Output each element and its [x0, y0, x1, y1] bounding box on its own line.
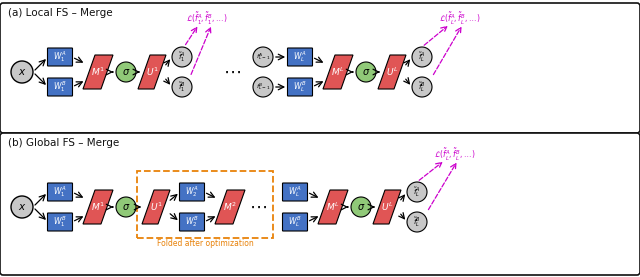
FancyBboxPatch shape — [47, 183, 72, 201]
FancyBboxPatch shape — [47, 48, 72, 66]
Text: $\tilde{f}_1^B$: $\tilde{f}_1^B$ — [178, 80, 186, 94]
Polygon shape — [373, 190, 401, 224]
Circle shape — [412, 77, 432, 97]
Text: $f_{L-1}^A$: $f_{L-1}^A$ — [256, 52, 270, 62]
Circle shape — [412, 47, 432, 67]
Text: $U^1$: $U^1$ — [146, 66, 158, 78]
Text: $\sigma$: $\sigma$ — [362, 67, 370, 77]
Polygon shape — [215, 190, 245, 224]
FancyBboxPatch shape — [0, 133, 640, 275]
Polygon shape — [323, 55, 353, 89]
Circle shape — [11, 196, 33, 218]
Text: $\tilde{f}_L^B$: $\tilde{f}_L^B$ — [413, 215, 420, 229]
Text: $U^L$: $U^L$ — [381, 201, 393, 213]
FancyBboxPatch shape — [179, 183, 205, 201]
FancyBboxPatch shape — [47, 213, 72, 231]
Circle shape — [407, 212, 427, 232]
Text: $\mathcal{L}(\tilde{f}_L^A, \tilde{f}_L^B, \ldots)$: $\mathcal{L}(\tilde{f}_L^A, \tilde{f}_L^… — [435, 147, 476, 163]
Text: $x$: $x$ — [18, 202, 26, 212]
Text: $W_L^B$: $W_L^B$ — [288, 215, 302, 229]
Polygon shape — [378, 55, 406, 89]
FancyBboxPatch shape — [0, 3, 640, 133]
Text: $\tilde{f}_L^A$: $\tilde{f}_L^A$ — [413, 185, 420, 199]
Text: $\cdots$: $\cdots$ — [249, 198, 267, 216]
Text: $W_L^A$: $W_L^A$ — [293, 50, 307, 65]
Circle shape — [11, 61, 33, 83]
Text: $W_1^B$: $W_1^B$ — [53, 79, 67, 94]
Circle shape — [172, 47, 192, 67]
Text: $\sigma$: $\sigma$ — [122, 202, 130, 212]
Circle shape — [253, 47, 273, 67]
Circle shape — [253, 77, 273, 97]
Circle shape — [407, 182, 427, 202]
Text: $M^L$: $M^L$ — [326, 201, 340, 213]
Text: $f_{L-1}^B$: $f_{L-1}^B$ — [256, 82, 270, 93]
Circle shape — [351, 197, 371, 217]
FancyBboxPatch shape — [282, 183, 307, 201]
Text: Folded after optimization: Folded after optimization — [157, 238, 253, 248]
Circle shape — [172, 77, 192, 97]
Text: $\tilde{f}_1^A$: $\tilde{f}_1^A$ — [178, 50, 186, 64]
Text: $\mathcal{L}(\tilde{f}_1^A, \tilde{f}_1^B, \ldots)$: $\mathcal{L}(\tilde{f}_1^A, \tilde{f}_1^… — [186, 11, 228, 27]
Text: $\sigma$: $\sigma$ — [122, 67, 130, 77]
Text: $W_1^B$: $W_1^B$ — [53, 215, 67, 229]
Text: $W_2^A$: $W_2^A$ — [185, 184, 199, 199]
Text: $\mathcal{L}(\tilde{f}_L^A, \tilde{f}_L^B, \ldots)$: $\mathcal{L}(\tilde{f}_L^A, \tilde{f}_L^… — [439, 11, 481, 27]
Text: $W_L^A$: $W_L^A$ — [288, 184, 302, 199]
Text: $W_2^B$: $W_2^B$ — [185, 215, 199, 229]
Text: $\tilde{f}_L^A$: $\tilde{f}_L^A$ — [418, 50, 426, 64]
Text: $\sigma$: $\sigma$ — [356, 202, 365, 212]
Polygon shape — [138, 55, 166, 89]
Circle shape — [116, 197, 136, 217]
Circle shape — [116, 62, 136, 82]
Text: $M^2$: $M^2$ — [223, 201, 237, 213]
Text: (a) Local FS – Merge: (a) Local FS – Merge — [8, 8, 113, 18]
Text: $M^1$: $M^1$ — [91, 201, 105, 213]
Text: $x$: $x$ — [18, 67, 26, 77]
FancyBboxPatch shape — [287, 78, 312, 96]
FancyBboxPatch shape — [47, 78, 72, 96]
FancyBboxPatch shape — [287, 48, 312, 66]
Polygon shape — [142, 190, 170, 224]
Text: $U^L$: $U^L$ — [386, 66, 398, 78]
Text: $M^L$: $M^L$ — [331, 66, 345, 78]
Circle shape — [356, 62, 376, 82]
Polygon shape — [83, 190, 113, 224]
FancyBboxPatch shape — [282, 213, 307, 231]
Text: $W_1^A$: $W_1^A$ — [53, 50, 67, 65]
Text: $M^1$: $M^1$ — [91, 66, 105, 78]
Polygon shape — [83, 55, 113, 89]
FancyBboxPatch shape — [179, 213, 205, 231]
Text: $\tilde{f}_L^B$: $\tilde{f}_L^B$ — [418, 80, 426, 94]
Text: $W_L^B$: $W_L^B$ — [293, 79, 307, 94]
Polygon shape — [318, 190, 348, 224]
Text: $\cdots$: $\cdots$ — [223, 63, 241, 81]
Text: (b) Global FS – Merge: (b) Global FS – Merge — [8, 138, 119, 148]
Text: $U^1$: $U^1$ — [150, 201, 163, 213]
Text: $W_1^A$: $W_1^A$ — [53, 184, 67, 199]
